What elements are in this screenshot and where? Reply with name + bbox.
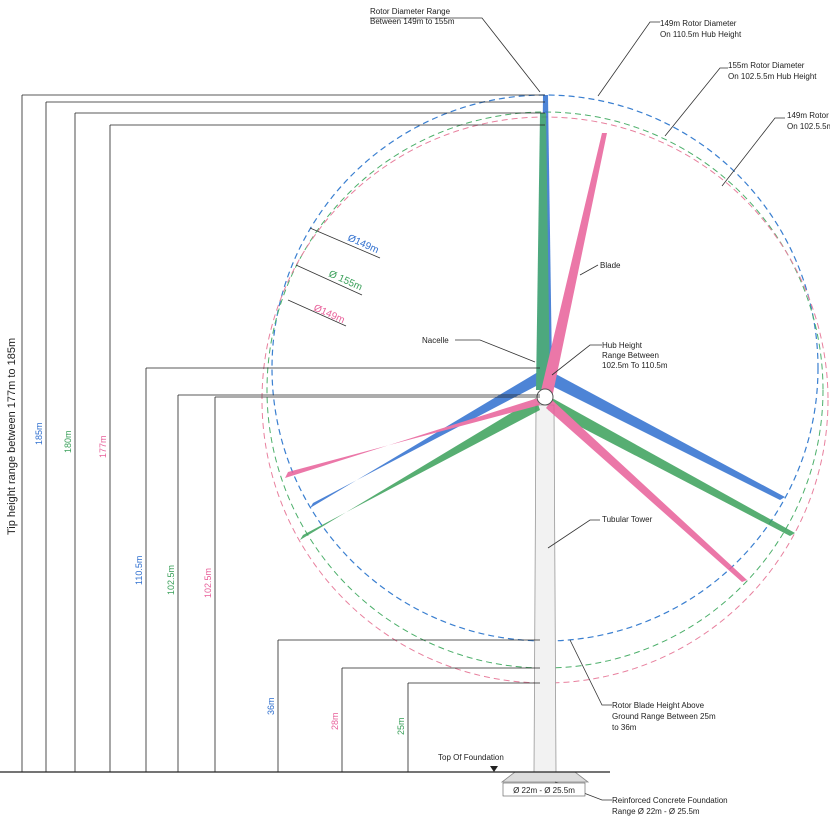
callout: On 102.5.5m Hub Height — [728, 72, 817, 81]
callout: Hub Height — [602, 341, 643, 350]
callout: to 36m — [612, 723, 637, 732]
tip-height-label: Tip height range between 177m to 185m — [6, 338, 18, 535]
foundation — [500, 771, 590, 783]
blade-green — [548, 398, 795, 536]
foundation-marker — [490, 766, 498, 772]
leader — [721, 117, 785, 187]
leader — [370, 17, 541, 93]
blade-pink — [540, 133, 607, 398]
dim-label: 28m — [330, 712, 340, 730]
diameter-line — [295, 264, 363, 296]
leader — [547, 519, 600, 549]
rotor-circle-green — [266, 111, 824, 669]
callout: Ground Range Between 25m — [612, 712, 716, 721]
dim-label: 185m — [34, 422, 44, 445]
diameter-label: Ø 155m — [327, 269, 364, 294]
diameter-line — [309, 227, 381, 259]
diameter-label: Ø149m — [346, 233, 380, 256]
dimension-lines — [21, 94, 545, 772]
dim-label: 36m — [266, 697, 276, 715]
blade-blue — [550, 372, 785, 500]
callout: Range Ø 22m - Ø 25.5m — [612, 807, 700, 816]
dim-label: 25m — [396, 717, 406, 735]
callout: 155m Rotor Diameter — [728, 61, 805, 70]
callout: Between 149m to 155m — [370, 17, 455, 26]
tower — [533, 404, 557, 773]
leader — [597, 21, 660, 97]
callout: Tubular Tower — [602, 515, 653, 524]
dim-label: 102.5m — [166, 565, 176, 595]
callout: Nacelle — [422, 336, 449, 345]
dim-label: 110.5m — [134, 556, 144, 585]
callout: 149m Rotor Diameter — [660, 19, 737, 28]
leader — [664, 67, 728, 137]
callout: 102.5m To 110.5m — [602, 361, 668, 370]
blades — [285, 95, 795, 582]
callout: Rotor Diameter Range — [370, 7, 451, 16]
diameter-label: Ø149m — [312, 303, 346, 326]
blade-green — [300, 398, 540, 540]
blade-pink — [546, 400, 747, 582]
foundation-width-box — [502, 782, 586, 797]
blade-pink — [285, 398, 540, 478]
leader — [569, 639, 612, 706]
dim-label: 180m — [63, 430, 73, 453]
dim-label: 102.5m — [203, 568, 213, 598]
leader — [551, 344, 602, 376]
callout: Blade — [600, 261, 621, 270]
callout: Range Between — [602, 351, 659, 360]
callout: On 110.5m Hub Height — [660, 30, 742, 39]
callout: Ø 22m - Ø 25.5m — [513, 786, 575, 795]
callout: Reinforced Concrete Foundation — [612, 796, 728, 805]
leader — [579, 264, 599, 276]
callout: On 102.5.5m Hub Height — [787, 122, 830, 131]
callout: Top Of Foundation — [438, 753, 504, 762]
blade-blue — [310, 372, 540, 508]
leaders — [370, 17, 785, 801]
dim-label: 177m — [98, 435, 108, 458]
leader — [455, 339, 536, 363]
callout: 149m Rotor — [787, 111, 829, 120]
blade-green — [536, 113, 550, 390]
callout: Rotor Blade Height Above — [612, 701, 705, 710]
diameter-line — [287, 299, 347, 327]
